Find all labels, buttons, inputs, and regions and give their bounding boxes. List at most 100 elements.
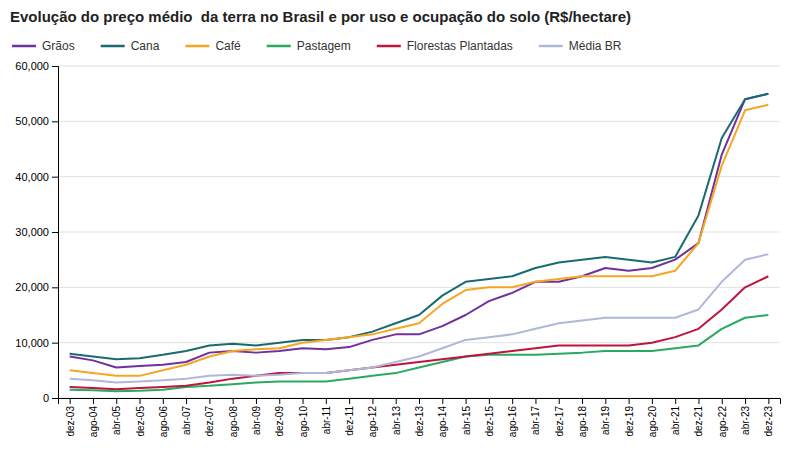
tick-mark xyxy=(52,177,58,178)
tick-label: dez-23 xyxy=(763,406,774,437)
y-tick: 50,000 xyxy=(15,115,58,127)
tick-mark xyxy=(698,398,699,404)
tick-label: abr-09 xyxy=(251,406,262,435)
x-tick: ago-08 xyxy=(228,398,239,437)
tick-mark xyxy=(52,343,58,344)
tick-label: abr-07 xyxy=(181,406,192,435)
legend-swatch xyxy=(101,45,125,48)
legend-swatch xyxy=(539,45,563,48)
tick-mark xyxy=(93,398,94,404)
grid-line xyxy=(58,342,780,343)
tick-label: ago-06 xyxy=(158,406,169,438)
legend-label: Grãos xyxy=(42,39,75,53)
x-tick: ago-10 xyxy=(298,398,309,437)
legend-item: Média BR xyxy=(539,39,622,53)
tick-label: dez-15 xyxy=(484,406,495,437)
y-tick: 10,000 xyxy=(15,337,58,349)
x-tick: abr-17 xyxy=(530,398,541,435)
legend-label: Média BR xyxy=(569,39,622,53)
tick-mark xyxy=(209,398,210,404)
tick-label: dez-11 xyxy=(344,406,355,436)
axis-line xyxy=(52,67,59,399)
x-tick: abr-21 xyxy=(670,398,681,435)
x-tick: abr-13 xyxy=(391,398,402,435)
tick-mark xyxy=(116,398,117,404)
tick-mark xyxy=(326,398,327,404)
legend-swatch xyxy=(185,45,209,48)
tick-mark xyxy=(70,398,71,404)
tick-mark xyxy=(186,398,187,404)
x-tick: dez-23 xyxy=(763,398,774,437)
legend-item: Florestas Plantadas xyxy=(377,39,513,53)
grid-line xyxy=(58,176,780,177)
tick-label: 60,000 xyxy=(15,60,49,72)
series-line xyxy=(70,94,769,360)
tick-mark xyxy=(349,398,350,404)
tick-label: ago-22 xyxy=(717,406,728,438)
tick-label: dez-09 xyxy=(274,406,285,437)
tick-label: abr-17 xyxy=(530,406,541,435)
x-tick: ago-16 xyxy=(507,398,518,437)
tick-mark xyxy=(559,398,560,404)
tick-label: 30,000 xyxy=(15,226,49,238)
legend-swatch xyxy=(12,45,36,48)
tick-mark xyxy=(372,398,373,404)
tick-mark xyxy=(466,398,467,404)
tick-label: 0 xyxy=(43,392,49,404)
tick-mark xyxy=(442,398,443,404)
tick-label: dez-03 xyxy=(65,406,76,437)
series-line xyxy=(70,105,769,376)
legend-item: Café xyxy=(185,39,241,53)
tick-label: 40,000 xyxy=(15,171,49,183)
tick-mark xyxy=(52,287,58,288)
tick-label: 50,000 xyxy=(15,115,49,127)
tick-mark xyxy=(652,398,653,404)
x-tick: abr-23 xyxy=(740,398,751,435)
tick-label: abr-21 xyxy=(670,406,681,435)
x-tick: ago-04 xyxy=(88,398,99,437)
series-line xyxy=(70,254,769,382)
tick-label: dez-07 xyxy=(204,406,215,437)
tick-label: dez-13 xyxy=(414,406,425,437)
x-tick: abr-07 xyxy=(181,398,192,435)
x-axis: dez-03ago-04abr-05dez-05ago-06abr-07dez-… xyxy=(59,398,781,437)
tick-mark xyxy=(745,398,746,404)
tick-label: ago-12 xyxy=(367,406,378,438)
tick-mark xyxy=(163,398,164,404)
tick-mark xyxy=(535,398,536,404)
tick-label: ago-10 xyxy=(298,406,309,438)
tick-mark xyxy=(140,398,141,404)
y-tick: 60,000 xyxy=(15,60,58,72)
x-tick: abr-09 xyxy=(251,398,262,435)
x-tick: dez-19 xyxy=(624,398,635,437)
tick-mark xyxy=(52,232,58,233)
x-tick: dez-05 xyxy=(135,398,146,437)
x-tick: ago-18 xyxy=(577,398,588,437)
legend: Grãos Cana Café Pastagem Florestas Plantadas… xyxy=(12,39,622,53)
tick-mark xyxy=(722,398,723,404)
series-lines xyxy=(70,94,769,392)
tick-label: abr-19 xyxy=(600,406,611,435)
tick-mark xyxy=(279,398,280,404)
x-tick: abr-11 xyxy=(321,398,332,434)
tick-mark xyxy=(768,398,769,404)
grid-line xyxy=(58,66,780,67)
grid-line xyxy=(58,232,780,233)
tick-label: ago-16 xyxy=(507,406,518,438)
tick-label: dez-05 xyxy=(135,406,146,437)
axis-line xyxy=(59,399,781,405)
y-tick: 20,000 xyxy=(15,281,58,293)
tick-label: abr-11 xyxy=(321,406,332,435)
x-tick: ago-22 xyxy=(717,398,728,437)
legend-label: Cana xyxy=(131,39,160,53)
legend-label: Pastagem xyxy=(297,39,351,53)
tick-label: dez-21 xyxy=(693,406,704,437)
x-tick: abr-19 xyxy=(600,398,611,435)
tick-mark xyxy=(512,398,513,404)
x-tick: dez-11 xyxy=(344,398,355,436)
legend-item: Grãos xyxy=(12,39,75,53)
tick-mark xyxy=(233,398,234,404)
legend-item: Cana xyxy=(101,39,160,53)
tick-label: ago-04 xyxy=(88,406,99,438)
x-tick: dez-15 xyxy=(484,398,495,437)
